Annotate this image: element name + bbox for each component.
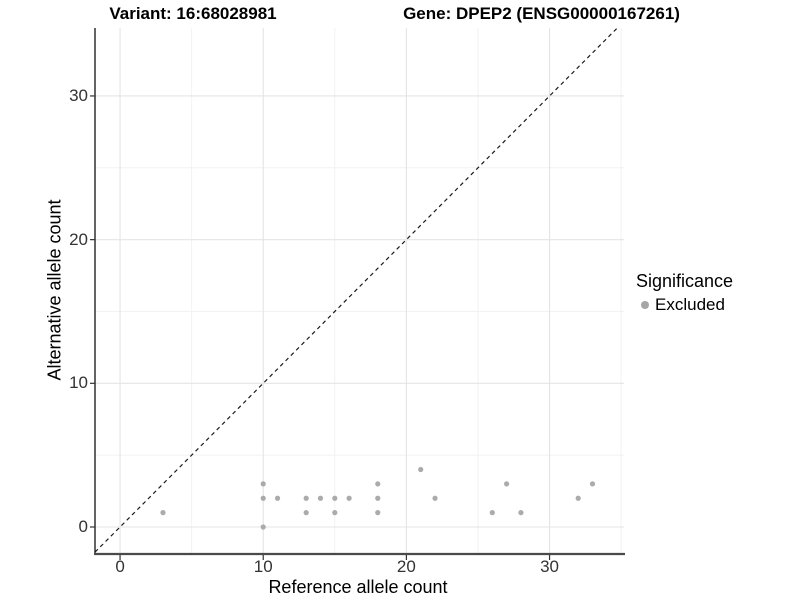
scatter-point: [504, 481, 510, 487]
y-tick-label: 10: [69, 373, 88, 393]
scatter-point: [418, 466, 424, 473]
scatter-point: [375, 481, 381, 487]
x-axis-title: Reference allele count: [268, 577, 448, 597]
scatter-point: [160, 510, 166, 516]
y-tick-label: 20: [69, 229, 88, 249]
scatter-point: [260, 495, 266, 501]
legend: Significance Excluded: [636, 271, 733, 315]
scatter-point: [332, 510, 338, 516]
x-tick-label: 10: [253, 557, 273, 576]
y-tick-label: 30: [69, 85, 88, 105]
legend-point-swatch: [641, 301, 649, 309]
scatter-point: [346, 495, 352, 501]
legend-items: Excluded: [636, 295, 733, 315]
scatter-point: [332, 495, 338, 501]
legend-item-label: Excluded: [655, 295, 725, 314]
scatter-point: [432, 495, 438, 501]
scatter-point: [303, 510, 309, 516]
scatter-point: [575, 495, 581, 501]
scatter-point: [375, 510, 381, 516]
scatter-point: [303, 495, 309, 501]
plot-title-gene: Gene: DPEP2 (ENSG00000167261): [403, 4, 680, 23]
x-tick-label: 0: [115, 557, 125, 576]
scatter-point: [489, 510, 495, 516]
scatter-point: [518, 510, 524, 516]
y-axis-title: Alternative allele count: [44, 199, 65, 381]
scatter-point: [260, 524, 266, 530]
x-tick-label: 30: [540, 557, 560, 576]
y-tick-label: 0: [78, 516, 88, 536]
scatter-point: [317, 495, 324, 501]
x-tick-label: 20: [396, 557, 416, 576]
legend-item: Excluded: [636, 295, 733, 315]
identity-line: [94, 27, 618, 553]
legend-title: Significance: [636, 271, 734, 291]
scatter-point: [260, 481, 266, 487]
scatter-point: [589, 481, 596, 487]
scatter-point: [274, 495, 281, 501]
scatter-point: [375, 495, 381, 501]
plot-title-variant: Variant: 16:68028981: [109, 4, 277, 23]
